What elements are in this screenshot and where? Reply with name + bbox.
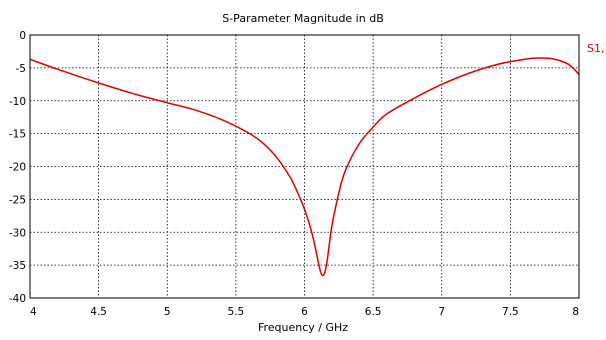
- grid-lines: [30, 35, 579, 298]
- y-tick-label: -35: [9, 260, 26, 272]
- y-tick-label: -30: [9, 227, 26, 239]
- x-tick-label: 7.5: [502, 306, 519, 318]
- x-tick-label: 4.5: [90, 306, 107, 318]
- y-tick-label: -15: [9, 129, 26, 141]
- series-line-s11: [29, 57, 580, 277]
- x-tick-label: 8: [572, 306, 579, 318]
- y-tick-label: 0: [19, 30, 26, 42]
- y-tick-label: -25: [9, 194, 26, 206]
- legend-series-s11: S1,1: [587, 42, 606, 55]
- series-layer: [29, 57, 580, 277]
- y-tick-label: -40: [9, 293, 26, 305]
- x-tick-label: 4: [30, 306, 37, 318]
- y-tick-label: -10: [9, 96, 26, 108]
- chart-title: S-Parameter Magnitude in dB: [222, 12, 384, 25]
- x-axis-label: Frequency / GHz: [258, 321, 348, 334]
- x-tick-label: 6.5: [365, 306, 382, 318]
- y-tick-label: -20: [9, 162, 26, 174]
- x-tick-label: 5.5: [228, 306, 245, 318]
- plot-area-frame: [29, 34, 580, 299]
- x-tick-label: 6: [301, 306, 308, 318]
- x-tick-label: 5: [164, 306, 171, 318]
- y-tick-labels: 0 -5 -10 -15 -20 -25 -30 -35 -40: [9, 30, 26, 305]
- y-tick-label: -5: [16, 63, 26, 75]
- x-tick-labels: 4 4.5 5 5.5 6 6.5 7 7.5 8: [30, 306, 579, 318]
- x-tick-label: 7: [438, 306, 445, 318]
